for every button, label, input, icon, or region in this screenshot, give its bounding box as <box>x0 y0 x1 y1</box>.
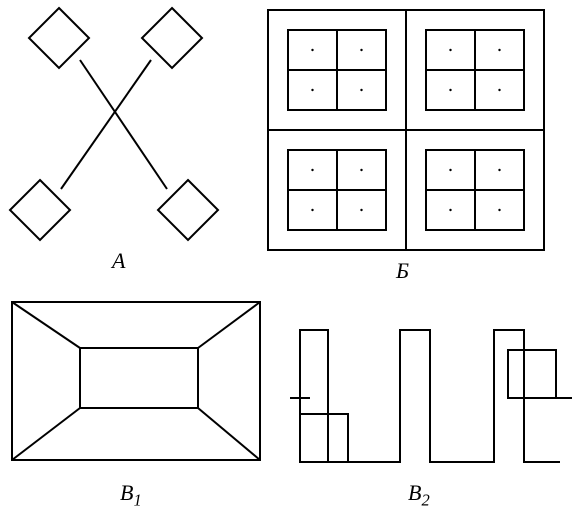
label-a: A <box>112 248 125 274</box>
label-b: Б <box>396 258 409 284</box>
figure-v2 <box>0 0 574 506</box>
